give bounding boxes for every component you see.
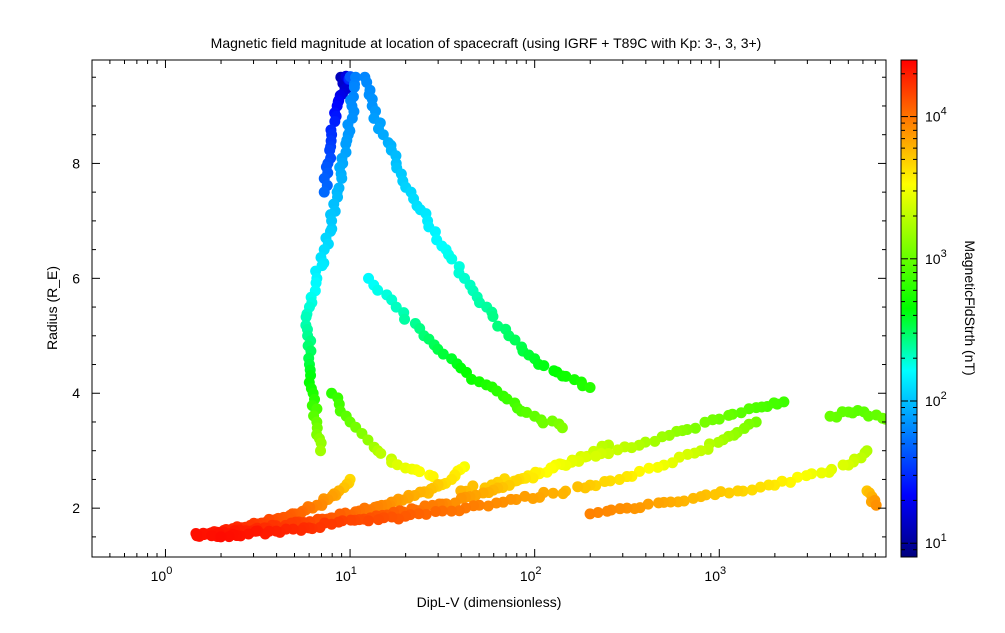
data-point: [666, 457, 678, 469]
data-point: [612, 444, 624, 456]
data-points: [190, 70, 886, 543]
y-tick-label: 6: [72, 270, 80, 286]
data-point: [315, 445, 327, 457]
y-tick-label: 4: [72, 385, 80, 401]
data-point: [345, 514, 357, 526]
data-point: [453, 505, 465, 517]
data-point: [682, 448, 694, 460]
data-point: [318, 186, 330, 198]
data-point: [429, 226, 441, 238]
x-axis-title: DipL-V (dimensionless): [417, 594, 562, 610]
plot-frame: [91, 59, 887, 558]
data-point: [348, 81, 360, 93]
data-point: [386, 511, 398, 523]
colorbar-ticks: 101 102 103 104: [901, 73, 947, 558]
x-axis: 100 101 102 103: [91, 60, 887, 584]
data-point: [723, 409, 735, 421]
x-tick-label: 100: [151, 565, 173, 584]
data-point: [372, 284, 384, 296]
x-tick-label: 103: [704, 565, 726, 584]
data-point: [870, 499, 882, 511]
data-point: [362, 434, 374, 446]
data-point: [537, 417, 549, 429]
data-point: [601, 505, 613, 517]
colorbar-tick-label: 101: [925, 532, 947, 551]
data-point: [215, 531, 227, 543]
data-point: [437, 348, 449, 360]
data-point: [879, 413, 886, 425]
data-point: [372, 514, 384, 526]
y-axis-title: Radius (R_E): [44, 266, 60, 350]
data-point: [326, 215, 338, 227]
data-point: [652, 461, 664, 473]
data-point: [375, 447, 387, 459]
y-tick-label: 8: [72, 155, 80, 171]
data-point: [800, 470, 812, 482]
data-point: [340, 138, 352, 150]
colorbar-tick-label: 102: [925, 390, 947, 409]
data-point: [735, 407, 747, 419]
data-point: [413, 508, 425, 520]
data-point: [712, 436, 724, 448]
data-point: [699, 416, 711, 428]
data-point: [599, 475, 611, 487]
data-point: [824, 410, 836, 422]
data-point: [689, 422, 701, 434]
colorbar-title: MagneticFldStrth (nT): [962, 240, 978, 375]
data-point: [556, 422, 568, 434]
data-point: [629, 503, 641, 515]
data-point: [590, 450, 602, 462]
data-point: [509, 334, 521, 346]
chart-title: Magnetic field magnitude at location of …: [211, 35, 762, 51]
colorbar-tick-label: 103: [925, 248, 947, 267]
data-point: [613, 474, 625, 486]
data-point: [191, 530, 203, 542]
data-point: [538, 360, 550, 372]
data-point: [430, 505, 442, 517]
data-point: [709, 489, 721, 501]
data-point: [572, 481, 584, 493]
data-point: [300, 311, 312, 323]
data-point: [427, 471, 439, 483]
data-point: [336, 172, 348, 184]
y-axis: 2 4 6 8: [72, 76, 886, 538]
data-point: [329, 116, 341, 128]
data-point: [557, 488, 569, 500]
data-point: [547, 487, 559, 499]
colorbar-tick-label: 104: [925, 106, 947, 125]
data-point: [653, 497, 665, 509]
colorbar: 101 102 103 104 MagneticFldStrth (nT): [900, 59, 978, 558]
data-point: [687, 492, 699, 504]
data-point: [390, 301, 402, 313]
data-point: [363, 515, 375, 527]
data-point: [837, 459, 849, 471]
data-point: [746, 484, 758, 496]
data-point: [560, 370, 572, 382]
x-tick-label: 102: [520, 565, 542, 584]
data-point: [584, 382, 596, 394]
data-point: [206, 530, 218, 542]
data-point: [649, 435, 661, 447]
y-tick-label: 2: [72, 500, 80, 516]
data-point: [414, 466, 426, 478]
data-point: [519, 490, 531, 502]
data-point: [482, 500, 494, 512]
data-point: [223, 531, 235, 543]
data-point: [445, 505, 457, 517]
data-point: [614, 503, 626, 515]
data-point: [723, 487, 735, 499]
data-point: [816, 467, 828, 479]
data-point: [643, 462, 655, 474]
data-point: [754, 481, 766, 493]
data-point: [399, 313, 411, 325]
data-point: [584, 508, 596, 520]
x-tick-label: 101: [335, 565, 357, 584]
colorbar-gradient: [900, 59, 918, 558]
data-point: [487, 311, 499, 323]
data-point: [377, 129, 389, 141]
data-point: [446, 253, 458, 265]
data-point: [784, 476, 796, 488]
data-point: [732, 485, 744, 497]
